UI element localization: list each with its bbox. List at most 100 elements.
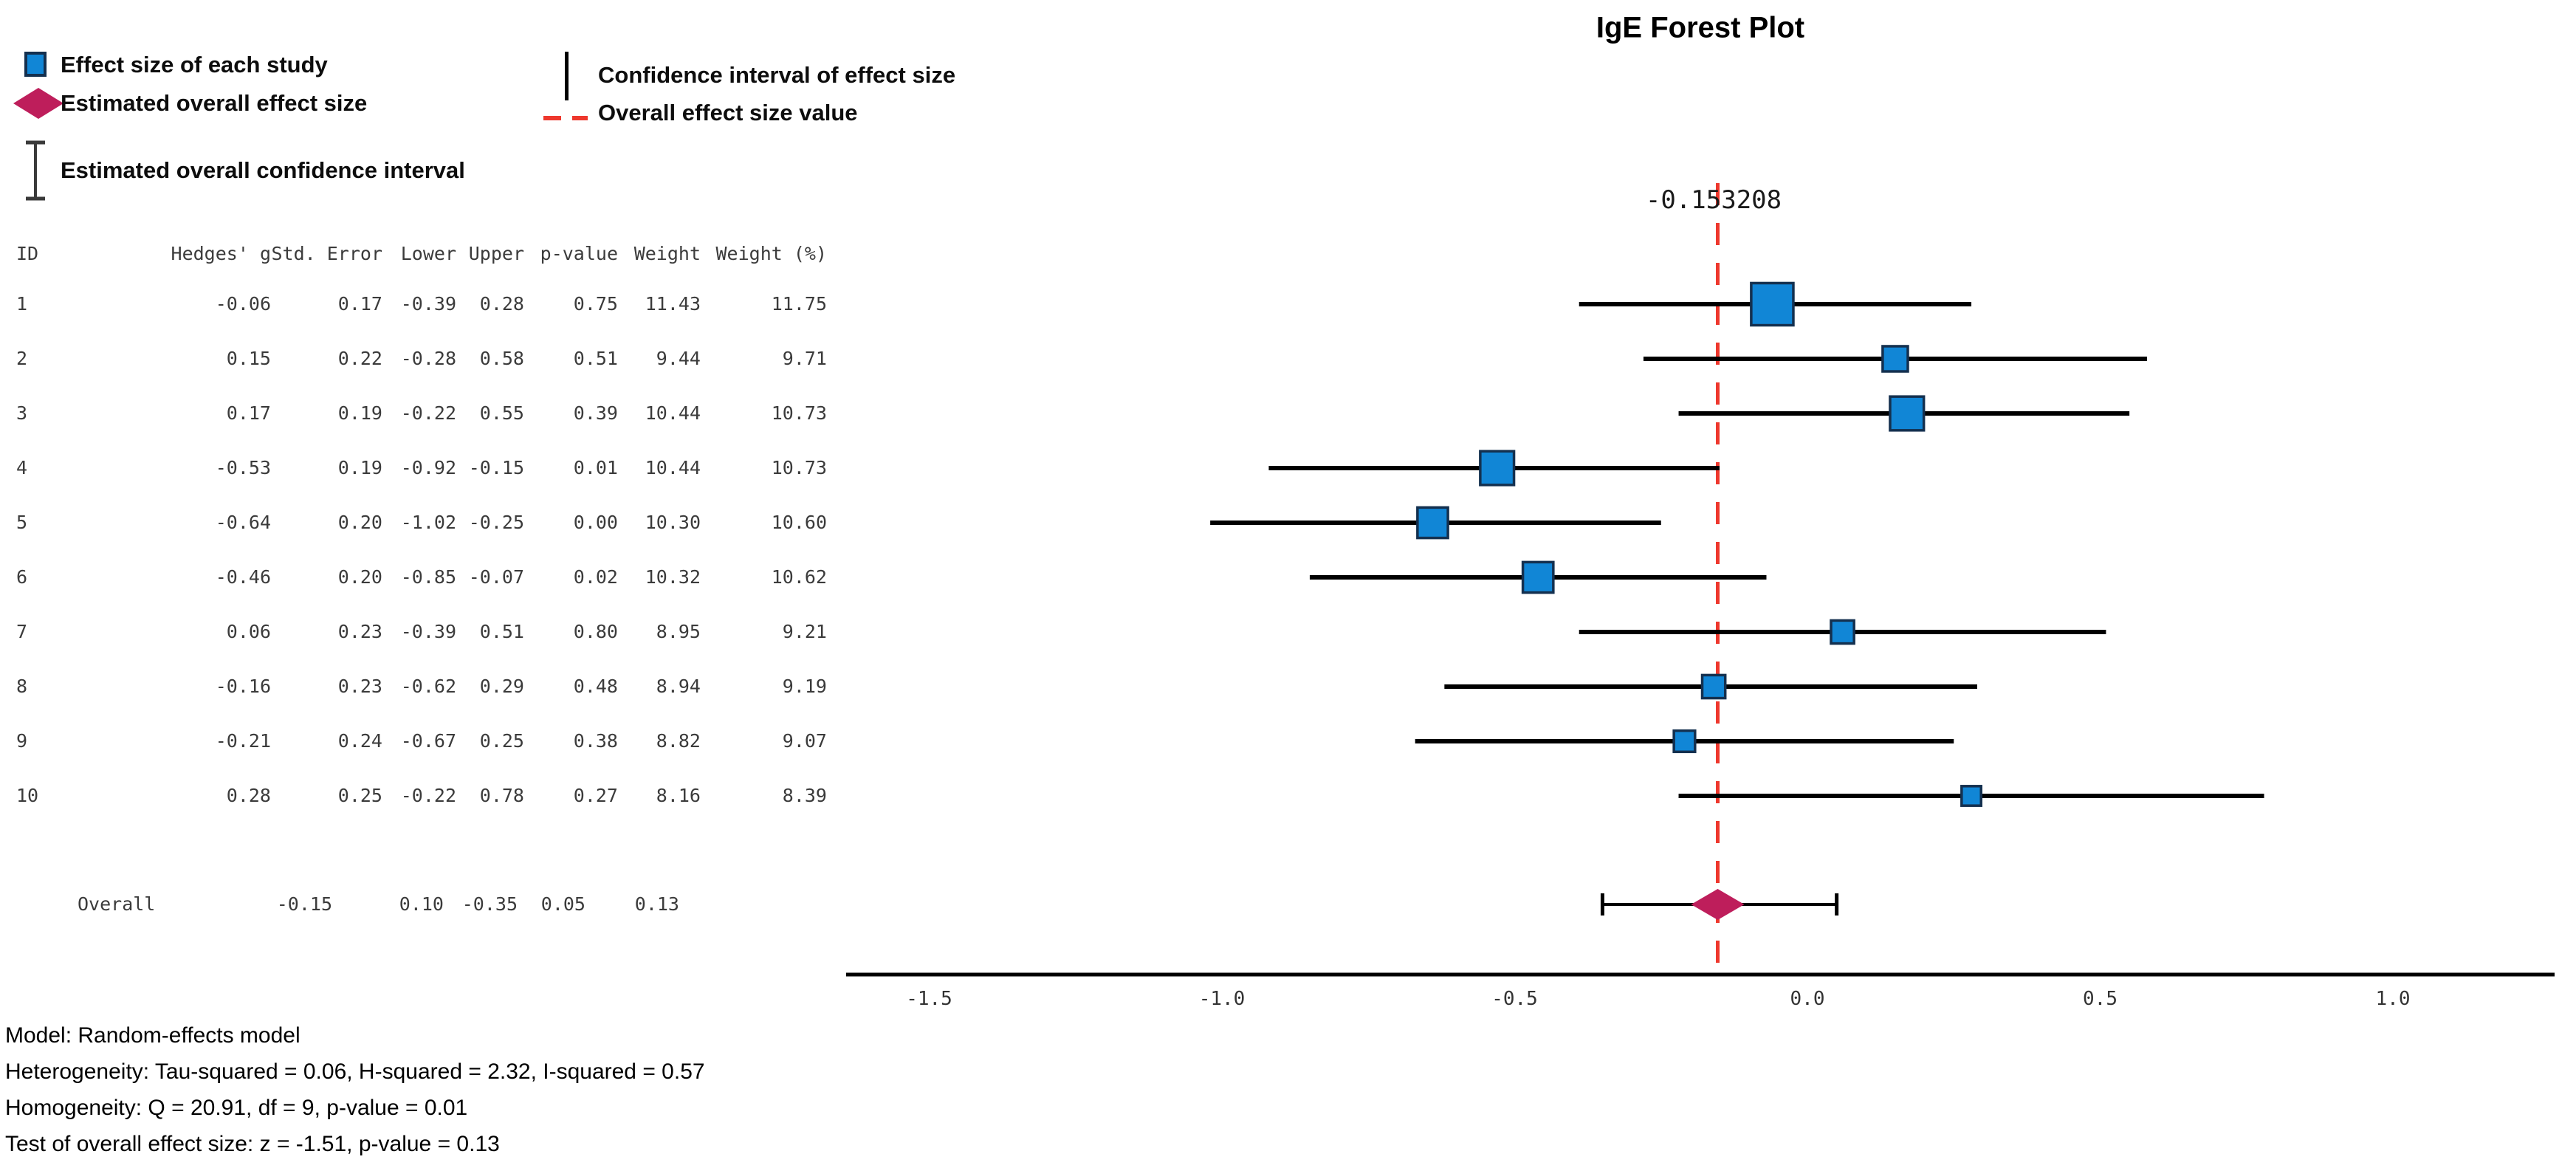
cell-hedges-g: -0.16 — [215, 676, 271, 697]
cell-p-value: 0.01 — [573, 457, 618, 478]
x-axis-tick-label: 0.5 — [2083, 988, 2118, 1010]
cell-std-error: 0.24 — [337, 730, 382, 752]
x-axis-tick-label: -1.0 — [1199, 988, 1246, 1010]
overall-effect-diamond — [1691, 889, 1745, 920]
cell-p-value: 0.13 — [634, 893, 679, 915]
cell-lower: -0.35 — [461, 893, 518, 915]
cell-weight: 11.43 — [645, 293, 701, 315]
cell-p-value: 0.51 — [573, 348, 618, 369]
cell-p-value: 0.00 — [573, 512, 618, 533]
cell-upper: 0.55 — [479, 402, 524, 424]
cell-lower: -0.39 — [400, 293, 456, 315]
x-axis-tick-label: -1.5 — [906, 988, 952, 1010]
model-line: Model: Random-effects model — [5, 1023, 300, 1048]
table-header: ID Hedges' g Std. Error Lower Upper p-va… — [16, 243, 827, 265]
cell-std-error: 0.20 — [337, 566, 382, 588]
cell-weight: 9.44 — [656, 348, 701, 369]
legend-item-overall-ci: Estimated overall confidence interval — [61, 157, 465, 183]
cell-lower: -0.39 — [400, 621, 456, 642]
table-row: 7 0.06 0.23 -0.39 0.51 0.80 8.95 9.21 — [16, 621, 827, 643]
homogeneity-line: Homogeneity: Q = 20.91, df = 9, p-value … — [5, 1096, 468, 1120]
cell-std-error: 0.23 — [337, 621, 382, 642]
cell-weight: 10.32 — [645, 566, 701, 588]
cell-upper: 0.29 — [479, 676, 524, 697]
table-row: 9 -0.21 0.24 -0.67 0.25 0.38 8.82 9.07 — [16, 730, 827, 752]
cell-weight-pct: 10.73 — [771, 457, 827, 478]
cell-std-error: 0.10 — [399, 893, 444, 915]
x-axis-tick-label: 1.0 — [2376, 988, 2411, 1010]
cell-id: 8 — [16, 676, 28, 697]
legend-item-study-effect: Effect size of each study — [61, 52, 328, 78]
cell-weight: 10.44 — [645, 402, 701, 424]
col-header-hedges-g: Hedges' g — [171, 243, 271, 264]
cell-lower: -0.62 — [400, 676, 456, 697]
col-header-upper: Upper — [468, 243, 524, 264]
cell-upper: 0.28 — [479, 293, 524, 315]
cell-weight-pct: 9.21 — [782, 621, 827, 642]
col-header-p-value: p-value — [540, 243, 618, 264]
table-row: 6 -0.46 0.20 -0.85 -0.07 0.02 10.32 10.62 — [16, 566, 827, 588]
cell-upper: 0.51 — [479, 621, 524, 642]
cell-hedges-g: 0.15 — [226, 348, 271, 369]
cell-lower: -0.85 — [400, 566, 456, 588]
study-effect-square — [1750, 281, 1795, 327]
table-row: 1 -0.06 0.17 -0.39 0.28 0.75 11.43 11.75 — [16, 293, 827, 315]
x-axis-tick-label: 0.0 — [1790, 988, 1825, 1010]
study-effect-square — [1521, 560, 1555, 594]
overall-test-line: Test of overall effect size: z = -1.51, … — [5, 1132, 500, 1156]
cell-std-error: 0.20 — [337, 512, 382, 533]
study-square-icon — [24, 52, 47, 77]
cell-upper: -0.15 — [468, 457, 524, 478]
cell-weight-pct: 10.73 — [771, 402, 827, 424]
cell-weight-pct: 10.60 — [771, 512, 827, 533]
col-header-lower: Lower — [400, 243, 456, 264]
cell-p-value: 0.80 — [573, 621, 618, 642]
x-axis-tick-label: -0.5 — [1491, 988, 1538, 1010]
overall-effect-value-label: -0.153208 — [1646, 185, 1782, 215]
cell-weight: 10.44 — [645, 457, 701, 478]
col-header-weight-pct: Weight (%) — [715, 243, 827, 264]
table-row: 8 -0.16 0.23 -0.62 0.29 0.48 8.94 9.19 — [16, 676, 827, 698]
cell-upper: -0.25 — [468, 512, 524, 533]
study-effect-square — [1672, 729, 1697, 754]
cell-id: 9 — [16, 730, 28, 752]
cell-id: Overall — [78, 893, 156, 915]
cell-weight-pct: 9.71 — [782, 348, 827, 369]
col-header-std-error: Std. Error — [271, 243, 382, 264]
ci-vertical-line-icon — [565, 52, 569, 100]
study-effect-square — [1889, 395, 1926, 432]
study-effect-square — [1830, 619, 1855, 645]
cell-lower: -0.22 — [400, 785, 456, 806]
cell-lower: -0.67 — [400, 730, 456, 752]
study-effect-square — [1881, 345, 1909, 373]
cell-std-error: 0.25 — [337, 785, 382, 806]
cell-p-value: 0.27 — [573, 785, 618, 806]
cell-lower: -1.02 — [400, 512, 456, 533]
cell-std-error: 0.19 — [337, 457, 382, 478]
cell-p-value: 0.39 — [573, 402, 618, 424]
table-row: 10 0.28 0.25 -0.22 0.78 0.27 8.16 8.39 — [16, 785, 827, 807]
cell-lower: -0.28 — [400, 348, 456, 369]
table-row: 3 0.17 0.19 -0.22 0.55 0.39 10.44 10.73 — [16, 402, 827, 425]
chart-title: IgE Forest Plot — [1596, 11, 1805, 44]
cell-hedges-g: -0.64 — [215, 512, 271, 533]
cell-id: 3 — [16, 402, 28, 424]
cell-weight-pct: 9.19 — [782, 676, 827, 697]
heterogeneity-line: Heterogeneity: Tau-squared = 0.06, H-squ… — [5, 1059, 705, 1084]
cell-id: 5 — [16, 512, 28, 533]
cell-hedges-g: -0.15 — [276, 893, 332, 915]
cell-hedges-g: -0.53 — [215, 457, 271, 478]
cell-lower: -0.92 — [400, 457, 456, 478]
study-effect-square — [1479, 450, 1516, 487]
legend-item-overall-effect: Estimated overall effect size — [61, 90, 368, 116]
cell-lower: -0.22 — [400, 402, 456, 424]
overall-ci-ibeam-icon — [26, 140, 45, 201]
cell-weight: 8.16 — [656, 785, 701, 806]
study-effect-square — [1416, 506, 1449, 540]
legend-item-ci-line: Confidence interval of effect size — [598, 62, 956, 88]
cell-id: 4 — [16, 457, 28, 478]
cell-p-value: 0.48 — [573, 676, 618, 697]
cell-id: 10 — [16, 785, 39, 806]
cell-hedges-g: -0.06 — [215, 293, 271, 315]
cell-upper: 0.58 — [479, 348, 524, 369]
